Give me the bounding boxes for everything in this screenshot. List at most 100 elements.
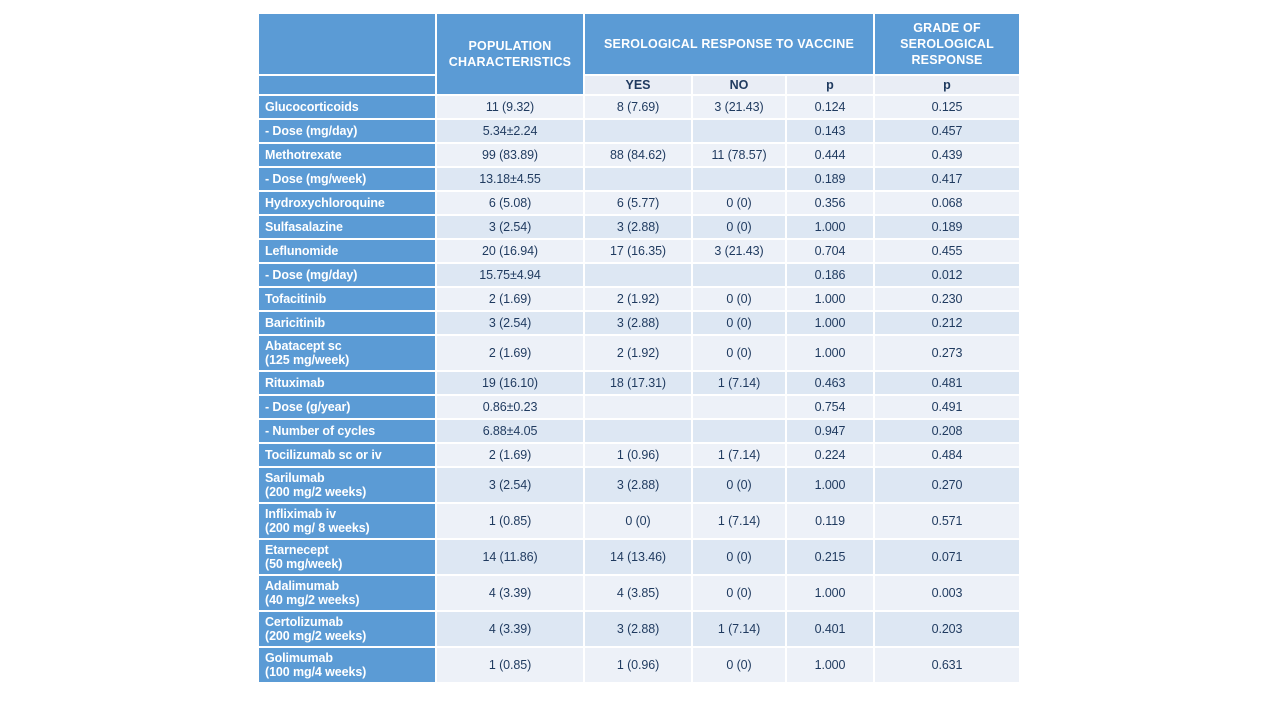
data-cell: 0.071 <box>875 540 1019 574</box>
subheader-p-grade: p <box>875 76 1019 94</box>
subheader-p-vaccine: p <box>787 76 873 94</box>
data-cell: 1.000 <box>787 468 873 502</box>
row-label-line1: Sarilumab <box>265 471 325 485</box>
table-row: Abatacept sc (125 mg/week) 2 (1.69) 2 (1.92… <box>259 336 1019 370</box>
data-cell <box>585 396 691 418</box>
data-cell: 0.273 <box>875 336 1019 370</box>
data-cell: 5.34±2.24 <box>437 120 583 142</box>
data-cell: 1 (7.14) <box>693 372 785 394</box>
data-cell: 2 (1.92) <box>585 336 691 370</box>
row-label: Hydroxychloroquine <box>259 192 435 214</box>
data-cell <box>585 168 691 190</box>
data-cell: 0.439 <box>875 144 1019 166</box>
data-cell: 2 (1.69) <box>437 336 583 370</box>
row-label-line2: (125 mg/week) <box>265 353 350 367</box>
header-serological-response: SEROLOGICAL RESPONSE TO VACCINE <box>585 14 873 74</box>
row-label: Tofacitinib <box>259 288 435 310</box>
data-cell: 0.003 <box>875 576 1019 610</box>
row-label: - Dose (mg/day) <box>259 120 435 142</box>
subheader-no: NO <box>693 76 785 94</box>
data-cell: 3 (21.43) <box>693 240 785 262</box>
data-cell: 0.463 <box>787 372 873 394</box>
row-label-line1: Methotrexate <box>265 148 342 162</box>
data-cell: 0.208 <box>875 420 1019 442</box>
data-cell: 4 (3.39) <box>437 576 583 610</box>
subheader-corner-cell <box>259 76 435 94</box>
data-cell: 0.484 <box>875 444 1019 466</box>
data-cell: 0.86±0.23 <box>437 396 583 418</box>
data-cell: 0 (0) <box>693 336 785 370</box>
row-label: Etarnecept (50 mg/week) <box>259 540 435 574</box>
data-cell: 0.631 <box>875 648 1019 682</box>
table-row: Glucocorticoids 11 (9.32) 8 (7.69) 3 (21.43… <box>259 96 1019 118</box>
row-label-line2: (40 mg/2 weeks) <box>265 593 360 607</box>
table-row: Rituximab 19 (16.10) 18 (17.31) 1 (7.14) 0.4… <box>259 372 1019 394</box>
data-cell: 0.947 <box>787 420 873 442</box>
table-row: - Dose (mg/day) 15.75±4.94 0.186 0.012 <box>259 264 1019 286</box>
data-cell: 6 (5.77) <box>585 192 691 214</box>
data-cell: 1.000 <box>787 576 873 610</box>
table-row: Baricitinib 3 (2.54) 3 (2.88) 0 (0) 1.000 0.2… <box>259 312 1019 334</box>
data-cell: 0.186 <box>787 264 873 286</box>
data-cell: 0.457 <box>875 120 1019 142</box>
data-cell <box>585 120 691 142</box>
data-cell: 2 (1.69) <box>437 444 583 466</box>
table-header-row: POPULATION CHARACTERISTICS SEROLOGICAL R… <box>259 14 1019 94</box>
data-cell: 1 (0.96) <box>585 444 691 466</box>
data-cell: 17 (16.35) <box>585 240 691 262</box>
data-cell: 3 (2.54) <box>437 468 583 502</box>
data-cell: 0.215 <box>787 540 873 574</box>
row-label: Abatacept sc (125 mg/week) <box>259 336 435 370</box>
row-label-line1: Baricitinib <box>265 316 326 330</box>
data-cell: 0.212 <box>875 312 1019 334</box>
data-cell: 0.189 <box>875 216 1019 238</box>
table-row: Sarilumab (200 mg/2 weeks) 3 (2.54) 3 (2.88… <box>259 468 1019 502</box>
subheader-yes: YES <box>585 76 691 94</box>
row-label-line2: (200 mg/2 weeks) <box>265 485 367 499</box>
row-label: Baricitinib <box>259 312 435 334</box>
data-cell: 1.000 <box>787 312 873 334</box>
row-label-line1: Leflunomide <box>265 244 339 258</box>
row-label-line1: Golimumab <box>265 651 333 665</box>
header-corner-cell <box>259 14 435 74</box>
table-row: Hydroxychloroquine 6 (5.08) 6 (5.77) 0 (0) 0… <box>259 192 1019 214</box>
row-label: Leflunomide <box>259 240 435 262</box>
row-label: - Number of cycles <box>259 420 435 442</box>
data-cell <box>585 420 691 442</box>
data-cell: 0 (0) <box>693 216 785 238</box>
data-cell: 0 (0) <box>585 504 691 538</box>
row-label-line1: Certolizumab <box>265 615 343 629</box>
row-label-line1: Abatacept sc <box>265 339 342 353</box>
data-cell: 88 (84.62) <box>585 144 691 166</box>
data-cell: 1 (0.85) <box>437 504 583 538</box>
data-cell: 0.012 <box>875 264 1019 286</box>
row-label-line1: - Number of cycles <box>265 424 376 438</box>
row-label-line1: Tofacitinib <box>265 292 327 306</box>
data-cell: 0.356 <box>787 192 873 214</box>
table-row: - Number of cycles 6.88±4.05 0.947 0.208 <box>259 420 1019 442</box>
data-cell: 6.88±4.05 <box>437 420 583 442</box>
row-label: Sulfasalazine <box>259 216 435 238</box>
data-cell: 13.18±4.55 <box>437 168 583 190</box>
data-cell: 0 (0) <box>693 540 785 574</box>
table-row: Sulfasalazine 3 (2.54) 3 (2.88) 0 (0) 1.000 0… <box>259 216 1019 238</box>
data-cell: 0.481 <box>875 372 1019 394</box>
data-cell <box>693 420 785 442</box>
table-row: Golimumab (100 mg/4 weeks) 1 (0.85) 1 (0.96… <box>259 648 1019 682</box>
data-cell: 0 (0) <box>693 312 785 334</box>
data-cell <box>693 120 785 142</box>
data-cell: 0 (0) <box>693 288 785 310</box>
row-label-line1: Tocilizumab sc or iv <box>265 448 382 462</box>
data-cell: 0.143 <box>787 120 873 142</box>
data-cell: 1 (0.85) <box>437 648 583 682</box>
data-cell <box>693 396 785 418</box>
row-label: - Dose (g/year) <box>259 396 435 418</box>
data-cell: 4 (3.39) <box>437 612 583 646</box>
data-cell: 1.000 <box>787 288 873 310</box>
data-cell: 11 (78.57) <box>693 144 785 166</box>
data-cell: 0.224 <box>787 444 873 466</box>
row-label: Golimumab (100 mg/4 weeks) <box>259 648 435 682</box>
data-cell: 0.119 <box>787 504 873 538</box>
row-label-line1: Hydroxychloroquine <box>265 196 385 210</box>
